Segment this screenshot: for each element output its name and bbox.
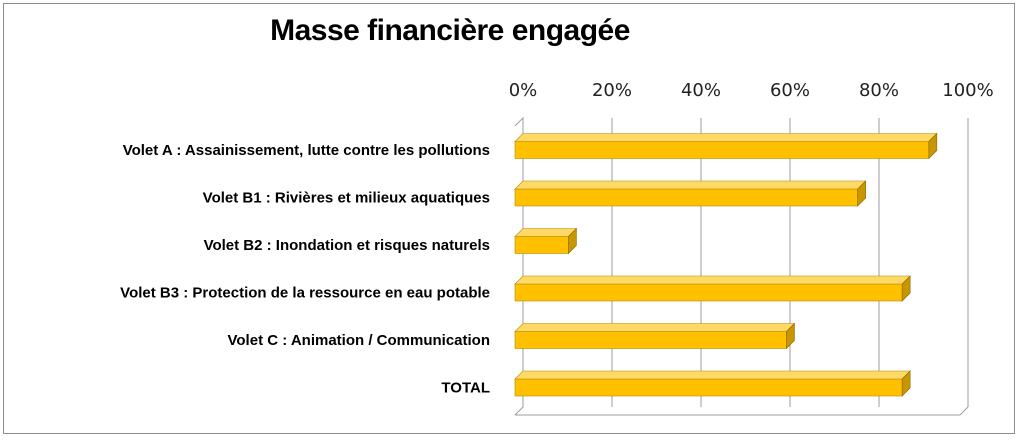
- bar-side: [901, 275, 911, 302]
- bar-top: [514, 370, 911, 380]
- bar: [514, 227, 578, 255]
- bar-side: [928, 132, 938, 160]
- bars: [514, 132, 938, 397]
- chart-frame: [3, 3, 1015, 434]
- bar-side: [786, 322, 795, 350]
- bar-front: [514, 188, 858, 207]
- category-label: Volet B3 : Protection de la ressource en…: [120, 285, 490, 302]
- bar-front: [514, 236, 569, 254]
- floor-corner: [959, 406, 969, 416]
- bar-top: [514, 323, 796, 332]
- bar-front: [514, 331, 787, 349]
- x-tick-label: 40%: [681, 80, 721, 101]
- bar: [514, 370, 911, 397]
- bar-top: [514, 228, 578, 237]
- bar-front: [514, 378, 903, 397]
- bar-top: [514, 133, 938, 142]
- category-label: Volet A : Assainissement, lutte contre l…: [123, 142, 490, 159]
- x-axis-ticks: 0% 20% 40% 60% 80% 100%: [509, 80, 994, 101]
- chart-title: Masse financière engagée: [270, 14, 630, 47]
- bar-side: [901, 370, 911, 397]
- bar: [514, 132, 938, 160]
- bar-front: [514, 141, 930, 159]
- x-tick-label: 60%: [770, 80, 810, 101]
- x-tick-label: 20%: [592, 80, 632, 101]
- category-labels: Volet A : Assainissement, lutte contre l…: [120, 142, 490, 397]
- bar-side: [568, 227, 577, 255]
- x-tick-label: 100%: [942, 80, 993, 101]
- left-wall: [514, 116, 524, 416]
- gridlines: [514, 116, 969, 416]
- x-tick-label: 80%: [859, 80, 899, 101]
- bar-top: [514, 275, 911, 285]
- bar-front: [514, 283, 903, 302]
- bar: [514, 322, 796, 350]
- bar: [514, 180, 867, 207]
- category-label: Volet B1 : Rivières et milieux aquatique…: [203, 190, 490, 207]
- bar: [514, 275, 911, 302]
- category-label: TOTAL: [441, 380, 490, 397]
- x-tick-label: 0%: [509, 80, 538, 101]
- bar-side: [857, 180, 866, 207]
- category-label: Volet C : Animation / Communication: [228, 332, 491, 349]
- category-label: Volet B2 : Inondation et risques naturel…: [204, 237, 490, 254]
- bar-top: [514, 180, 867, 190]
